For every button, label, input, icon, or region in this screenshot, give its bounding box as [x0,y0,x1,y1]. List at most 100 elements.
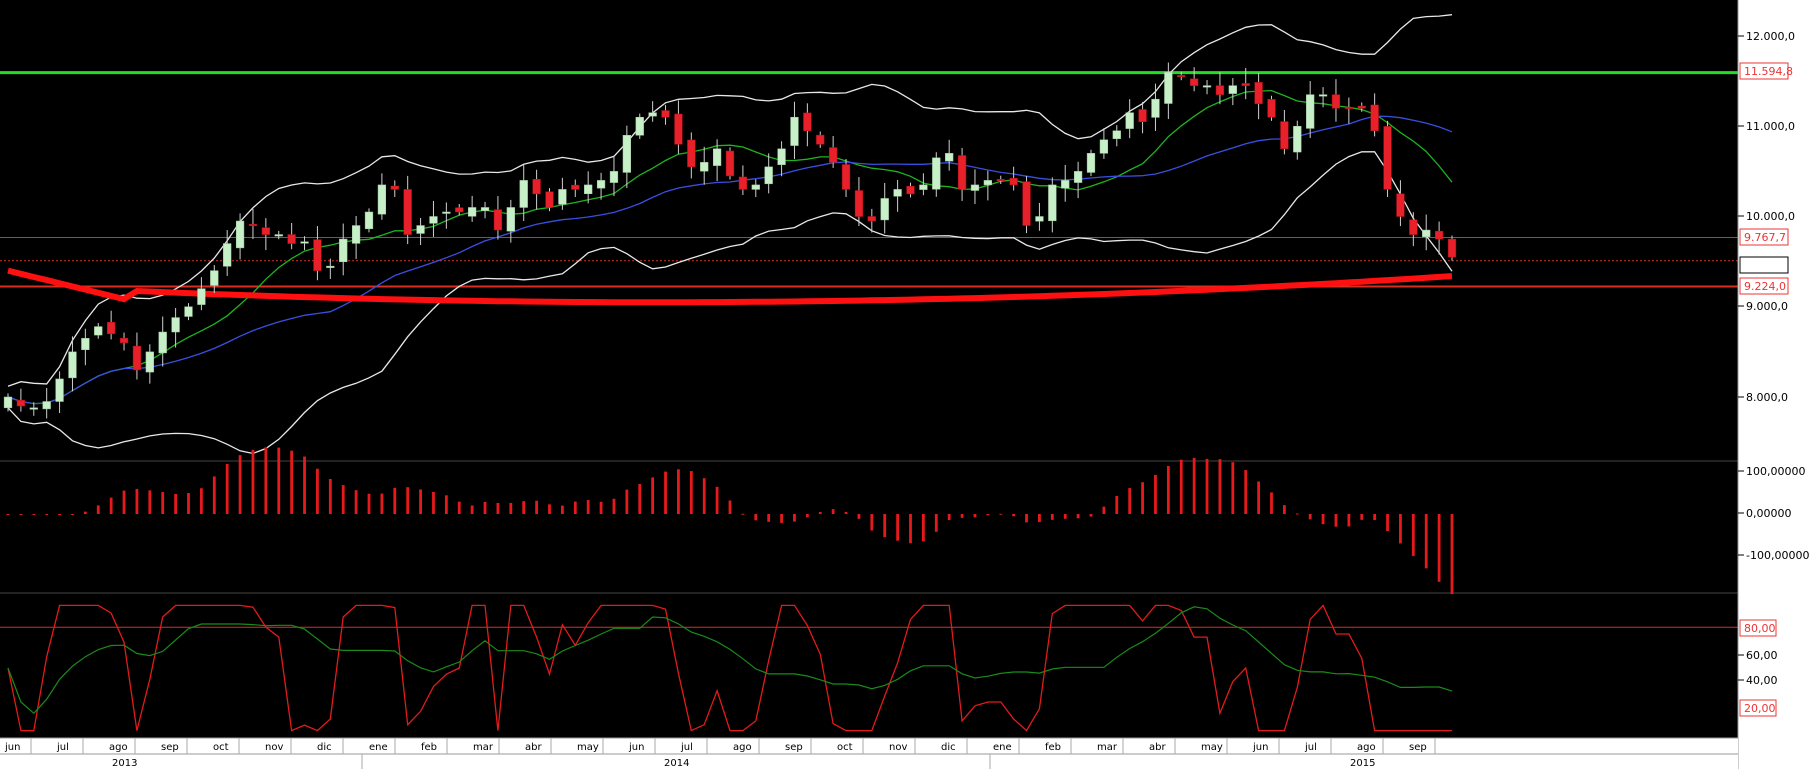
candle-bear [390,185,399,190]
candle-bear [287,234,296,244]
macd-bar [1321,514,1325,525]
candle-bear [841,164,851,190]
candle-bull [29,407,38,410]
ma-slow-line [7,115,1453,405]
stoch-low-tag: 20,00 [1739,699,1777,717]
candle-bull [3,396,13,409]
year-labels: 2013 2014 2015 [112,754,1375,769]
macd-bar [1205,458,1209,514]
macd-bar [1115,495,1119,514]
month-label: jun [4,742,20,753]
month-label: jul [1304,742,1317,753]
candle-bull [55,378,64,402]
macd-bar [1166,466,1170,514]
candle-bull [364,211,374,230]
macd-bar [857,514,861,519]
price-panel [0,14,1738,455]
candle-bull [480,207,490,211]
candle-bull [790,116,799,146]
candle-bear [261,227,270,235]
candle-bull [1228,85,1237,94]
macd-bar [767,514,771,522]
price-tick-label: 9.000,0 [1746,300,1788,313]
macd-bar [586,500,590,514]
macd-bar [1089,514,1093,517]
year-label: 2013 [112,758,137,769]
candle-bull [609,171,619,183]
macd-bar [419,489,422,514]
candle-bull [326,265,335,268]
macd-bar [934,514,938,532]
candle-bull [416,225,425,234]
macd-bar [303,456,306,514]
candle-bull [429,216,438,224]
macd-tick-label: 100,00000 [1746,465,1806,478]
current-price-tag [1739,256,1789,274]
macd-bar [780,514,783,523]
candle-bull [1293,126,1302,153]
macd-bar [702,478,706,514]
macd-bar [831,509,835,514]
macd-bar [612,498,616,514]
level-lower-tag-text: 9.224,0 [1744,280,1786,293]
month-label: sep [161,742,179,753]
macd-bar [728,500,732,514]
candle-bear [1267,99,1276,118]
candle-bear [1370,104,1379,132]
candle-bear [493,209,503,231]
macd-bar [1063,514,1067,519]
macd-bar [960,514,964,518]
candle-bull [1086,153,1096,173]
month-label: oct [837,742,853,753]
macd-bar [380,493,384,514]
ma-long-line [7,267,1453,306]
candle-bear [1409,219,1418,235]
candle-bear [1009,177,1018,186]
candle-bull [764,166,773,185]
macd-bar [19,514,23,515]
macd-bar [1257,481,1261,514]
candle-bear [1254,82,1263,104]
candle-bear [957,155,967,190]
macd-bar [174,493,178,514]
candle-bull [558,189,567,205]
macd-bar [1012,514,1016,517]
candle-bear [1396,193,1405,217]
candle-bull [596,180,606,189]
candle-bull [584,184,593,195]
macd-bar [71,514,74,515]
month-label: sep [785,742,803,753]
candle-bear [661,110,670,118]
macd-bar [122,490,126,514]
macd-bar [135,488,139,514]
stoch-axis-labels: 60,00 40,00 [1746,649,1778,687]
macd-bar [1347,514,1351,527]
macd-bar [1076,514,1080,519]
macd-bar [522,501,526,514]
candle-bull [81,338,90,350]
candle-bull [468,207,477,217]
macd-bar [58,514,61,515]
macd-bar [109,497,113,514]
macd-bar [870,514,874,531]
candle-bear [313,239,322,271]
month-label: ago [733,742,752,753]
macd-bar [1270,492,1273,514]
macd-bar [896,514,900,541]
macd-bar [1231,462,1235,514]
month-label: abr [525,742,542,753]
candle-bear [803,112,812,132]
candle-bear [1241,83,1250,86]
macd-bar [457,501,461,514]
candle-bull [223,243,232,267]
macd-bar [264,447,268,514]
macd-bar [341,485,345,514]
candle-bull [1151,98,1160,118]
candle-bear [119,337,129,344]
stoch-d-line [7,606,1453,715]
month-label: jun [1252,742,1268,753]
stoch-high-tag-text: 80,00 [1744,622,1776,635]
macd-bar [625,489,629,514]
price-tick-label: 10.000,0 [1746,210,1795,223]
resistance-tag-text: 11.594,8 [1744,65,1793,78]
